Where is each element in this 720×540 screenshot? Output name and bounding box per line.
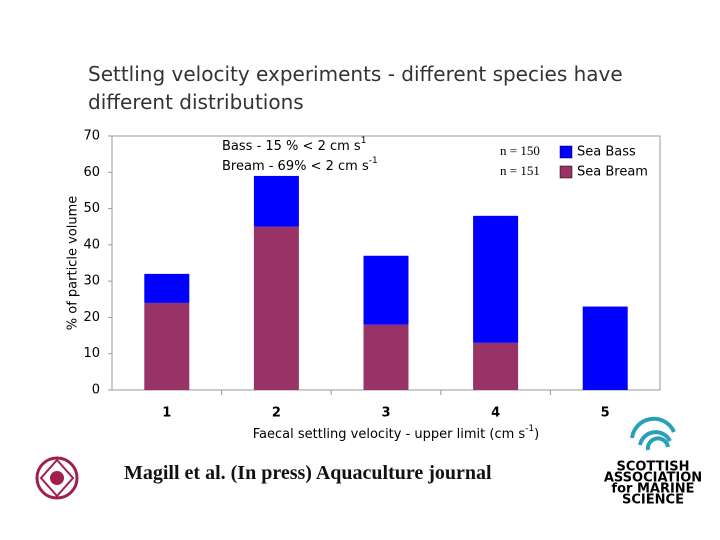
annotation-sup: -1 — [369, 156, 378, 166]
y-tick-label: 0 — [92, 383, 100, 398]
x-tick-label: 4 — [491, 406, 500, 421]
bar-segment — [144, 302, 190, 390]
bar-segment — [363, 324, 409, 390]
legend-swatch — [559, 165, 573, 179]
y-tick-label: 50 — [83, 201, 100, 216]
annotation-text: Bream - 69% < 2 cm s — [222, 159, 369, 174]
citation: Magill et al. (In press) Aquaculture jou… — [124, 462, 492, 484]
x-axis-label-text: Faecal settling velocity - upper limit (… — [253, 427, 526, 442]
x-tick-label: 5 — [601, 406, 610, 421]
bar-segment — [253, 175, 299, 227]
right-logo — [630, 416, 676, 451]
bar-segment — [582, 306, 628, 390]
x-axis-label-sup: -1 — [525, 424, 534, 434]
legend-n-label: n = 150 — [500, 143, 540, 158]
y-tick-label: 70 — [83, 129, 100, 144]
y-axis-label: % of particle volume — [66, 196, 81, 330]
bar-segment — [473, 342, 519, 390]
y-tick-label: 40 — [83, 237, 100, 252]
y-tick-label: 10 — [83, 346, 100, 361]
left-logo — [35, 456, 79, 500]
logo-text: ASSOCIATION — [604, 471, 702, 486]
bar-segment — [473, 215, 519, 343]
logo-text: for MARINE — [611, 482, 694, 497]
legend-swatch — [559, 145, 573, 159]
logo-text: SCIENCE — [622, 493, 684, 508]
y-tick-label: 20 — [83, 310, 100, 325]
x-tick-label: 3 — [381, 406, 390, 421]
bar-segment — [253, 226, 299, 390]
bar-segment — [144, 273, 190, 303]
y-tick-label: 30 — [83, 274, 100, 289]
x-axis-label-tail: ) — [534, 427, 539, 442]
annotation: Bream - 69% < 2 cm s-1 — [222, 156, 378, 174]
annotation-text: Bass - 15 % < 2 cm s — [222, 139, 361, 154]
x-tick-label: 2 — [272, 406, 281, 421]
annotation-sup: 1 — [361, 136, 367, 146]
annotation: Bass - 15 % < 2 cm s1 — [222, 136, 366, 154]
x-tick-label: 1 — [162, 406, 171, 421]
legend-label: Sea Bream — [577, 165, 648, 180]
legend-label: Sea Bass — [577, 145, 636, 160]
bar-segment — [363, 255, 409, 325]
x-axis-label: Faecal settling velocity - upper limit (… — [253, 424, 539, 442]
logo-text: SCOTTISH — [616, 460, 689, 475]
legend-n-label: n = 151 — [500, 163, 540, 178]
y-tick-label: 60 — [83, 165, 100, 180]
slide-title: Settling velocity experiments - differen… — [88, 62, 623, 114]
